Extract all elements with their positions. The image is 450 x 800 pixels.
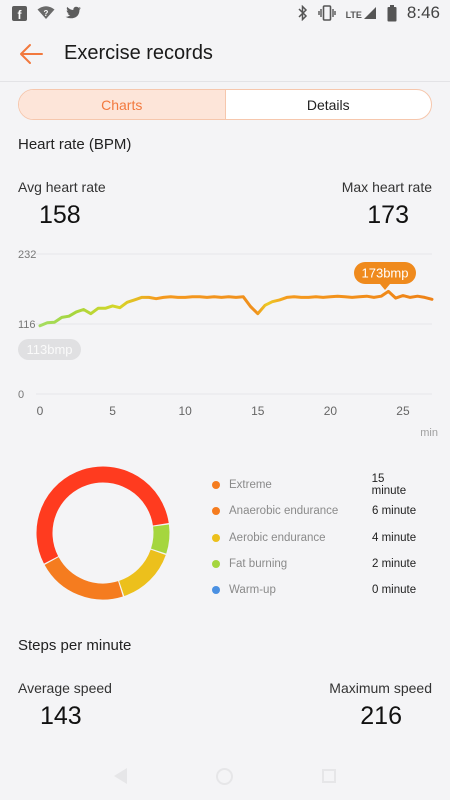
avg-heart-rate-label: Avg heart rate	[18, 179, 106, 195]
legend-item-extreme: Extreme 15 minute	[212, 472, 422, 498]
twitter-icon	[65, 6, 81, 19]
legend-item-anaerobic: Anaerobic endurance 6 minute	[212, 498, 422, 524]
legend-dot	[212, 507, 220, 516]
average-speed-label: Average speed	[18, 680, 112, 696]
system-nav-bar	[0, 752, 450, 800]
status-icons-right: LTE 8:46	[298, 3, 440, 23]
nav-recents-icon[interactable]	[321, 769, 336, 783]
x-axis-ticks: 0 5 10 15 20 25	[37, 404, 410, 418]
max-bubble-label: 173bmp	[362, 266, 409, 281]
max-heart-rate-label: Max heart rate	[341, 179, 432, 195]
legend-name: Aerobic endurance	[229, 531, 326, 544]
donut-segment-aerobic-endurance	[118, 549, 166, 597]
y-tick-label: 0	[18, 389, 24, 401]
maximum-speed-value: 216	[360, 702, 402, 730]
legend-item-warm-up: Warm-up 0 minute	[212, 577, 422, 603]
vibrate-icon	[317, 5, 336, 21]
legend-item-aerobic: Aerobic endurance 4 minute	[212, 525, 422, 551]
chart-gridlines	[36, 253, 432, 395]
nav-back-icon[interactable]	[114, 768, 128, 784]
y-axis-ticks: 232 116 0	[18, 249, 36, 401]
x-tick-label: 15	[251, 404, 265, 418]
donut-segment-fat-burning	[150, 524, 170, 554]
wifi-question-icon: ?	[37, 6, 55, 19]
legend-value: 6 minute	[372, 505, 417, 518]
tab-charts[interactable]: Charts	[19, 90, 225, 119]
status-time: 8:46	[406, 3, 440, 22]
legend-value: 2 minute	[372, 558, 417, 571]
legend-dot	[212, 533, 220, 542]
legend-name: Anaerobic endurance	[229, 505, 339, 518]
nav-home-icon[interactable]	[215, 767, 233, 785]
x-tick-label: 10	[179, 404, 193, 418]
donut-segment-extreme	[36, 466, 169, 564]
status-bar: f ? LTE 8:46	[0, 0, 450, 26]
heart-rate-line	[38, 289, 434, 328]
legend-dot	[212, 586, 220, 595]
cell-signal-icon	[363, 7, 376, 19]
max-bubble: 173bmp	[354, 262, 416, 290]
legend-dot	[212, 560, 220, 569]
x-tick-label: 0	[37, 404, 44, 418]
facebook-icon: f	[12, 5, 27, 21]
legend-value: 4 minute	[372, 531, 417, 544]
heart-rate-zone-donut	[36, 466, 170, 600]
x-tick-label: 20	[324, 404, 338, 418]
steps-title: Steps per minute	[18, 637, 132, 654]
legend-dot	[212, 481, 220, 490]
back-arrow-icon[interactable]	[16, 39, 46, 69]
legend-name: Fat burning	[229, 558, 288, 571]
legend-value: 0 minute	[372, 584, 417, 597]
x-tick-label: 5	[109, 404, 116, 418]
zone-legend: Extreme 15 minute Anaerobic endurance 6 …	[212, 472, 422, 603]
x-tick-label: 25	[396, 404, 410, 418]
tab-details[interactable]: Details	[224, 90, 432, 119]
view-tabs: Charts Details	[18, 89, 432, 120]
battery-icon	[387, 4, 397, 21]
y-tick-label: 116	[18, 319, 36, 331]
x-axis-label: min	[420, 427, 438, 439]
max-heart-rate-value: 173	[367, 201, 409, 229]
heart-rate-chart: 232 116 0 0 5 10 15 20 25 min 113bmp 173bmp	[18, 249, 438, 439]
bluetooth-icon	[298, 5, 307, 21]
min-bubble-label: 113bmp	[26, 342, 72, 357]
min-bubble: 113bmp	[18, 339, 81, 360]
average-speed-value: 143	[40, 702, 82, 730]
y-tick-label: 232	[18, 249, 36, 261]
page-title: Exercise records	[64, 42, 213, 64]
legend-name: Extreme	[229, 479, 272, 492]
maximum-speed-label: Maximum speed	[329, 680, 432, 696]
legend-value: 15 minute	[371, 473, 407, 498]
heart-rate-title: Heart rate (BPM)	[18, 136, 132, 153]
app-bar: Exercise records	[0, 26, 450, 82]
donut-segment-anaerobic-endurance	[44, 556, 123, 600]
legend-name: Warm-up	[229, 584, 276, 597]
svg-text:?: ?	[44, 9, 49, 18]
network-type-label: LTE	[345, 10, 362, 20]
status-icons-left: f ?	[12, 5, 81, 21]
legend-item-fat-burning: Fat burning 2 minute	[212, 551, 422, 577]
avg-heart-rate-value: 158	[39, 201, 81, 229]
